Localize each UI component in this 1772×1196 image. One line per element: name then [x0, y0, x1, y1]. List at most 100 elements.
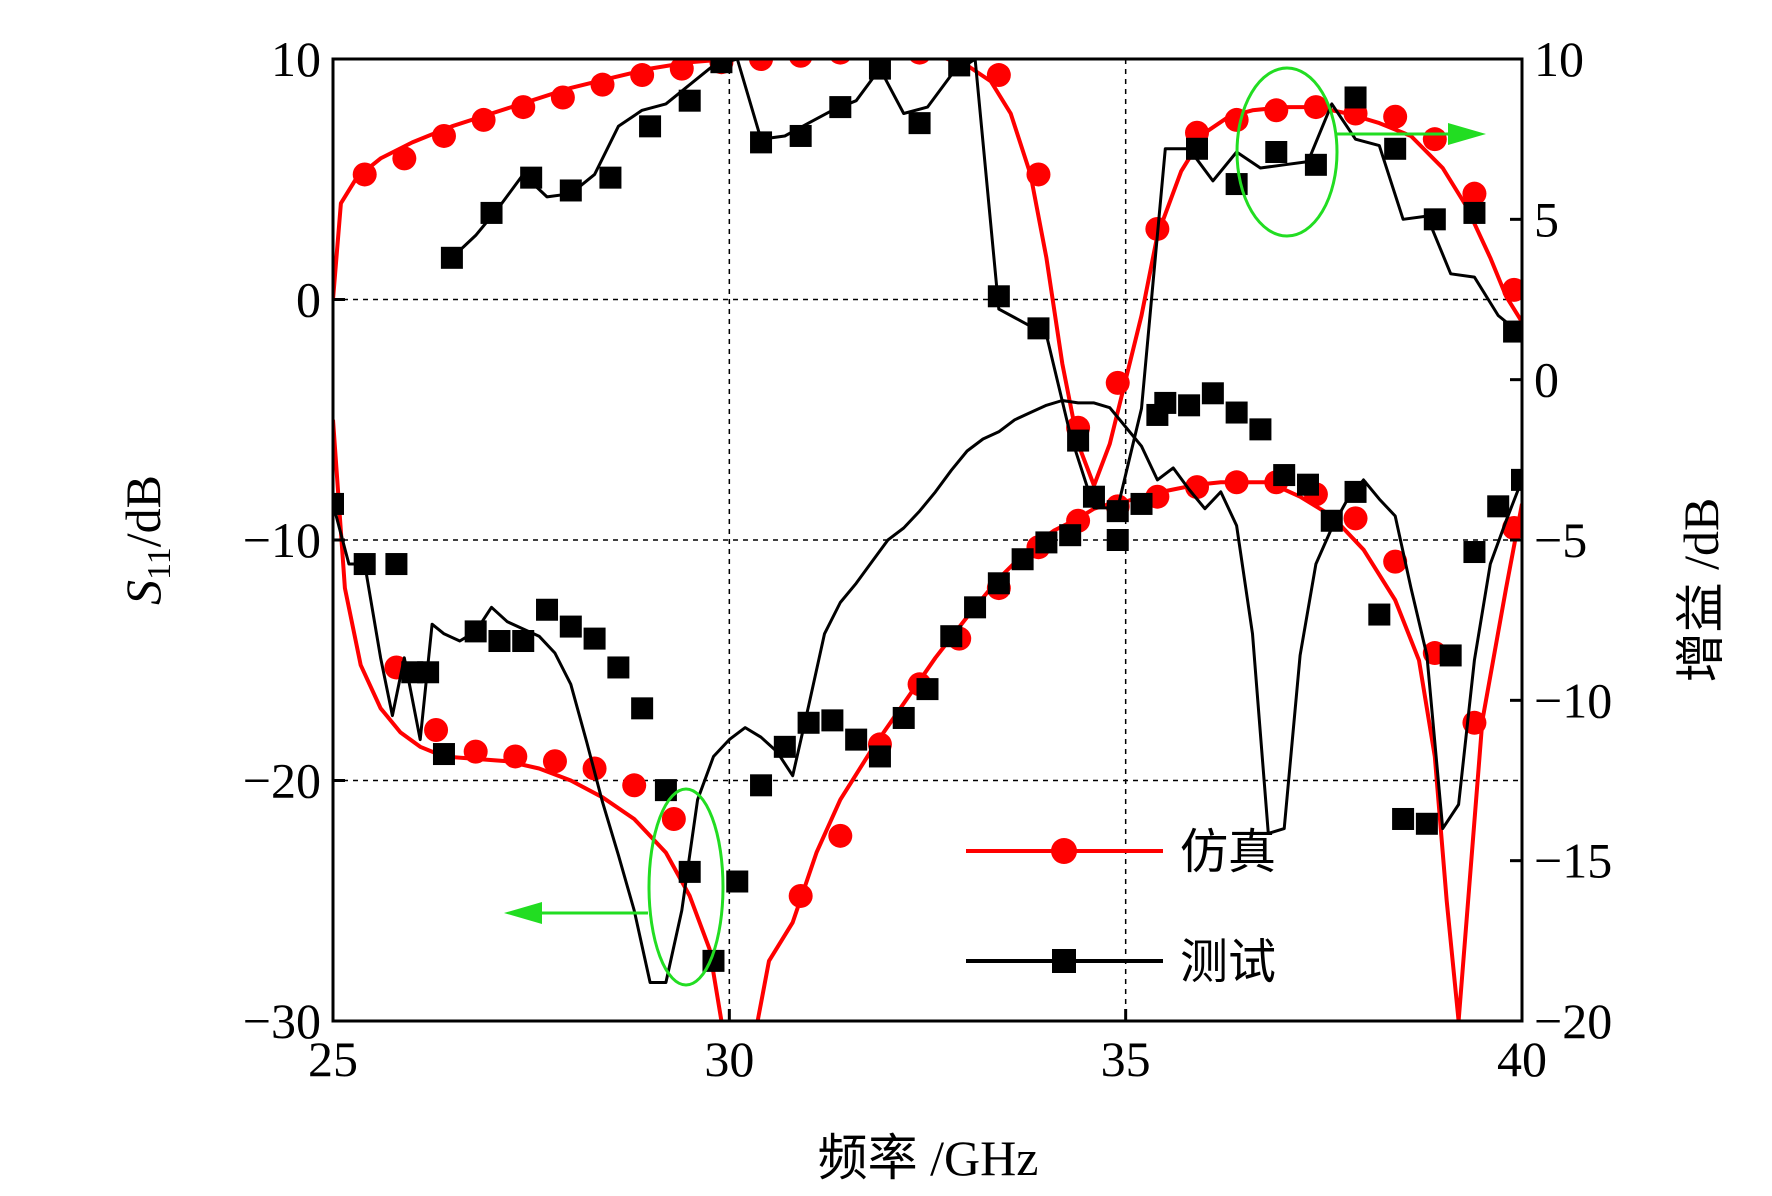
data-point [542, 749, 567, 774]
legend-item-test: 测试 [966, 934, 1276, 990]
data-point [1035, 531, 1058, 554]
data-point [1487, 495, 1510, 518]
data-point [583, 627, 606, 650]
data-point [385, 553, 408, 576]
y-right-tick-label: −20 [1534, 993, 1612, 1049]
data-point [1502, 277, 1522, 302]
y-left-axis-title: S11/dB [115, 475, 178, 605]
data-point [1265, 140, 1288, 163]
data-point [463, 739, 488, 764]
y-left-tick-label: 10 [271, 31, 321, 87]
x-tick-label: 35 [1101, 1031, 1151, 1087]
series-S11-sim [333, 419, 1522, 1021]
data-point [550, 85, 575, 110]
data-point [678, 89, 701, 112]
legend-marker-test [1052, 949, 1076, 973]
grid-layer [333, 59, 1522, 1021]
legend-marker-sim [1051, 838, 1077, 864]
data-point [908, 112, 931, 135]
left-arrow-head [504, 902, 542, 924]
data-point [1201, 382, 1224, 405]
data-point [1344, 86, 1367, 109]
data-point [678, 860, 701, 883]
data-point [1383, 104, 1408, 129]
data-point [1423, 208, 1446, 231]
y-right-tick-label: 0 [1534, 352, 1559, 408]
data-point [639, 115, 662, 138]
data-point [353, 553, 376, 576]
data-point [607, 656, 630, 679]
y-right-axis-title: 增益 /dB [1673, 498, 1729, 683]
right-arrow-head [1448, 123, 1486, 145]
data-point [1273, 464, 1296, 487]
data-point [1343, 506, 1368, 531]
data-point [828, 823, 853, 848]
data-point [1059, 524, 1082, 547]
series-gain-test [440, 59, 1522, 523]
data-point [1225, 401, 1248, 424]
data-point [1105, 370, 1130, 395]
data-point [773, 735, 796, 758]
data-point [1146, 403, 1169, 426]
data-point [512, 630, 535, 653]
y-left-title-unit: /dB [115, 475, 171, 547]
data-point [797, 711, 820, 734]
data-point [750, 131, 773, 154]
data-point [1368, 603, 1391, 626]
y-right-tick-label: −5 [1534, 512, 1587, 568]
data-point [599, 166, 622, 189]
data-point [1264, 98, 1289, 123]
data-point [1026, 162, 1051, 187]
y-left-tick-label: 0 [296, 272, 321, 328]
series-gain-sim [333, 59, 1522, 488]
data-point [622, 773, 647, 798]
x-tick-label: 25 [308, 1031, 358, 1087]
data-point [821, 709, 844, 732]
y-right-tick-label: 5 [1534, 191, 1559, 247]
data-point [654, 779, 677, 802]
y-left-tick-label: −10 [243, 512, 321, 568]
data-point [845, 728, 868, 751]
data-point [916, 678, 939, 701]
data-point [1415, 812, 1438, 835]
y-left-tick-label: −30 [243, 993, 321, 1049]
data-point [1422, 127, 1447, 152]
legend: 仿真 测试 [966, 824, 1276, 990]
ticks-layer: 25 30 35 40 10 0 −10 −20 −30 10 5 0 −5 −10 −15 −20 [243, 31, 1612, 1087]
data-point [986, 63, 1011, 88]
data-point [333, 492, 344, 515]
data-point [964, 596, 987, 619]
data-point [1320, 509, 1343, 532]
data-point [1463, 201, 1486, 224]
data-point [1384, 137, 1407, 160]
y-right-tick-label: −15 [1534, 833, 1612, 889]
left-highlight-ellipse [647, 787, 725, 987]
data-point [1011, 548, 1034, 571]
data-point [1224, 107, 1249, 132]
data-point [661, 806, 686, 831]
data-point [868, 745, 891, 768]
data-point [750, 774, 773, 797]
data-point [987, 285, 1010, 308]
data-point [1304, 153, 1327, 176]
y-left-title-main: S [115, 580, 171, 605]
legend-item-sim: 仿真 [966, 824, 1276, 880]
data-point [1067, 429, 1090, 452]
data-point [987, 572, 1010, 595]
data-point [1130, 492, 1153, 515]
y-right-tick-label: −10 [1534, 672, 1612, 728]
data-point [829, 96, 852, 119]
data-point [480, 201, 503, 224]
data-point [631, 697, 654, 720]
data-point [1224, 470, 1249, 495]
data-point [1249, 418, 1272, 441]
data-point [471, 107, 496, 132]
data-point [868, 59, 891, 80]
x-tick-label: 30 [704, 1031, 754, 1087]
legend-label-sim: 仿真 [1180, 824, 1276, 880]
series-line [333, 59, 1522, 488]
data-point [1303, 95, 1328, 120]
data-point [1106, 500, 1129, 523]
data-point [749, 59, 774, 71]
data-point [503, 744, 528, 769]
